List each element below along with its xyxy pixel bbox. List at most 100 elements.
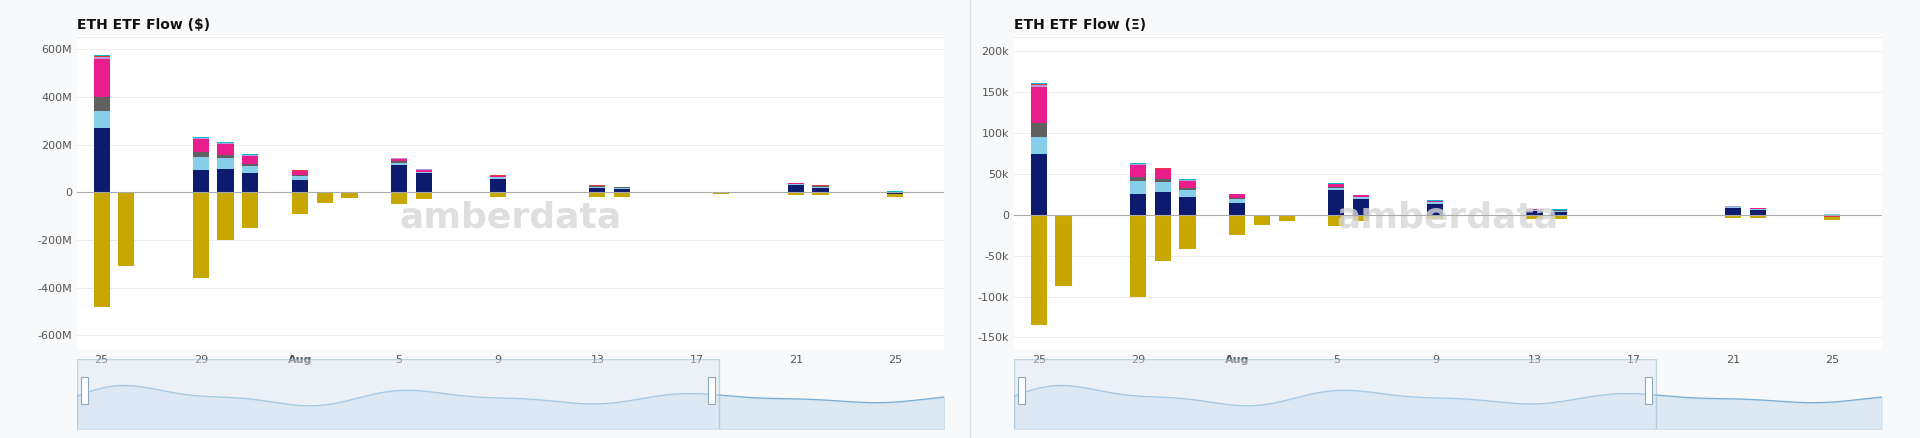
Bar — [417, 172, 432, 173]
Bar — [1129, 163, 1146, 164]
Text: ETH ETF Flow (Ξ): ETH ETF Flow (Ξ) — [1014, 18, 1146, 32]
Bar — [1749, 215, 1766, 218]
Bar — [1154, 170, 1171, 179]
Bar — [1179, 191, 1196, 197]
Bar — [1427, 215, 1444, 219]
Bar — [242, 164, 259, 166]
Bar — [217, 142, 234, 143]
Bar — [417, 173, 432, 192]
Bar — [1724, 208, 1741, 215]
Bar — [887, 194, 902, 197]
Bar — [217, 192, 234, 240]
Bar — [1526, 211, 1542, 215]
Bar — [1724, 206, 1741, 207]
Bar — [1179, 197, 1196, 215]
Bar — [614, 192, 630, 197]
Bar — [1427, 204, 1444, 215]
Bar — [787, 184, 804, 185]
Bar — [1645, 377, 1653, 404]
Bar — [192, 170, 209, 192]
Bar — [1329, 187, 1344, 188]
Bar — [1129, 181, 1146, 194]
Bar — [614, 189, 630, 192]
Bar — [292, 176, 307, 180]
Bar — [94, 57, 109, 59]
Bar — [1031, 137, 1046, 154]
Bar — [94, 111, 109, 128]
Bar — [1824, 216, 1839, 219]
Bar — [1129, 162, 1146, 163]
Bar — [490, 192, 507, 197]
Bar — [708, 377, 714, 404]
Text: ETH ETF Flow ($): ETH ETF Flow ($) — [77, 18, 209, 32]
Bar — [614, 188, 630, 189]
Bar — [1179, 215, 1196, 249]
Bar — [1031, 83, 1046, 84]
Bar — [317, 192, 332, 203]
Bar — [392, 165, 407, 192]
Bar — [1018, 377, 1025, 404]
Bar — [1129, 165, 1146, 177]
Bar — [1129, 215, 1146, 297]
Bar — [812, 192, 829, 195]
Bar — [292, 171, 307, 175]
Bar — [1427, 202, 1444, 204]
Bar — [1129, 164, 1146, 165]
Bar — [242, 166, 259, 173]
Bar — [1329, 184, 1344, 187]
Bar — [1354, 198, 1369, 215]
Bar — [490, 177, 507, 179]
Bar — [1154, 179, 1171, 182]
Bar — [217, 169, 234, 192]
Bar — [1427, 201, 1444, 202]
Bar — [94, 55, 109, 56]
Bar — [217, 143, 234, 144]
Bar — [1154, 169, 1171, 170]
Bar — [1551, 212, 1567, 215]
Bar — [1229, 194, 1244, 198]
Bar — [1526, 210, 1542, 211]
Bar — [94, 56, 109, 57]
Bar — [1354, 215, 1369, 221]
Bar — [1724, 215, 1741, 218]
Bar — [81, 377, 88, 404]
Bar — [812, 187, 829, 192]
Bar — [417, 192, 432, 199]
Bar — [1014, 359, 1655, 429]
Bar — [192, 138, 209, 139]
Bar — [1824, 214, 1839, 215]
Bar — [1031, 215, 1046, 325]
Bar — [1056, 215, 1071, 286]
Bar — [242, 155, 259, 164]
Bar — [1651, 215, 1667, 216]
Bar — [1329, 191, 1344, 215]
Bar — [1354, 197, 1369, 198]
Bar — [192, 139, 209, 152]
Bar — [887, 192, 902, 194]
Bar — [217, 144, 234, 155]
Bar — [787, 192, 804, 195]
Bar — [292, 175, 307, 176]
Text: amberdata: amberdata — [399, 201, 622, 234]
Bar — [1031, 124, 1046, 137]
Bar — [192, 152, 209, 157]
Bar — [392, 161, 407, 162]
Bar — [217, 158, 234, 169]
Bar — [1031, 84, 1046, 85]
Bar — [589, 192, 605, 197]
Bar — [1329, 188, 1344, 191]
Bar — [94, 59, 109, 97]
Bar — [1526, 215, 1542, 219]
Bar — [1749, 209, 1766, 210]
Bar — [417, 170, 432, 172]
Bar — [1179, 180, 1196, 188]
Bar — [1749, 208, 1766, 209]
Bar — [242, 192, 259, 228]
Bar — [1154, 192, 1171, 215]
Bar — [392, 192, 407, 204]
Bar — [1229, 198, 1244, 199]
Bar — [1354, 195, 1369, 197]
Bar — [392, 159, 407, 161]
Bar — [1031, 85, 1046, 87]
Bar — [1229, 215, 1244, 235]
